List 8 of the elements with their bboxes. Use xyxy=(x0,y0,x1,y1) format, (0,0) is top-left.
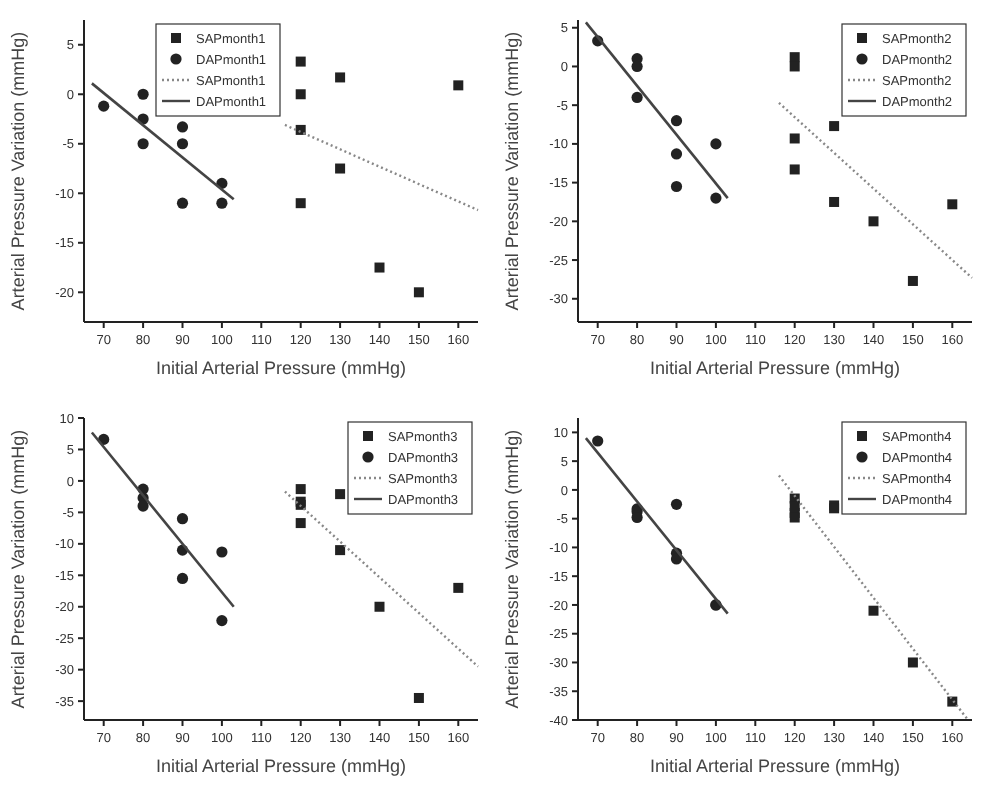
x-axis-title: Initial Arterial Pressure (mmHg) xyxy=(155,358,407,378)
y-axis-title: Arterial Pressure Variation (mmHg) xyxy=(502,31,522,311)
x-axis-title: Initial Arterial Pressure (mmHg) xyxy=(649,358,901,378)
x-axis-title: Initial Arterial Pressure (mmHg) xyxy=(649,756,901,776)
y-axis-title: Arterial Pressure Variation (mmHg) xyxy=(8,31,28,311)
y-axis-title: Arterial Pressure Variation (mmHg) xyxy=(502,429,522,709)
y-axis-title: Arterial Pressure Variation (mmHg) xyxy=(8,429,28,709)
x-axis-title: Initial Arterial Pressure (mmHg) xyxy=(155,756,407,776)
